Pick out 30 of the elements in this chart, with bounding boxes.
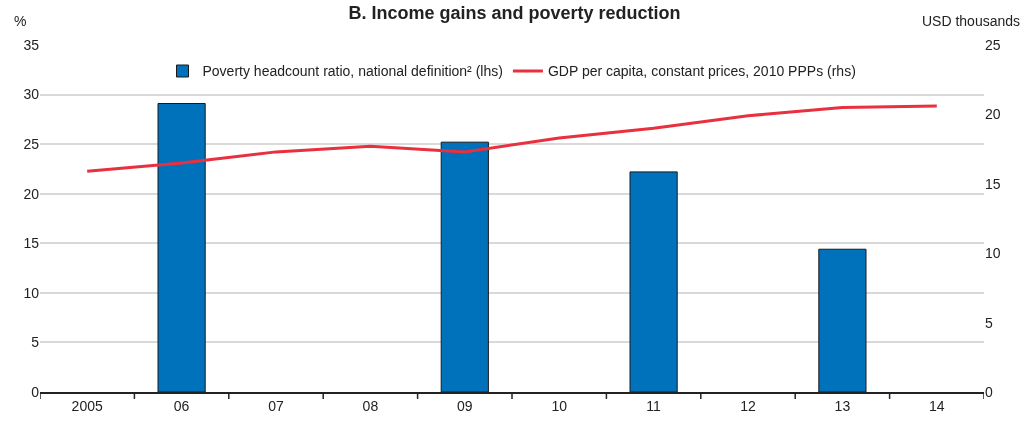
x-tick-label: 2005 <box>71 397 103 414</box>
y2-tick-label: 20 <box>985 106 1001 123</box>
y2-tick-label: 10 <box>985 245 1001 262</box>
x-tick-label: 06 <box>173 397 190 414</box>
y2-axis-title: USD thousands <box>922 13 1021 29</box>
y-tick-label: 30 <box>23 86 40 103</box>
line-series <box>85 104 939 173</box>
y-tick-label: 25 <box>23 136 40 153</box>
x-tick-label: 12 <box>740 397 756 414</box>
x-tick-label: 10 <box>551 397 568 414</box>
y-tick-label: 35 <box>23 36 40 53</box>
chart-title: B. Income gains and poverty reduction <box>348 2 681 23</box>
y2-tick-label: 5 <box>985 314 993 331</box>
y-tick-label: 15 <box>23 235 40 252</box>
y-tick-label: 5 <box>31 334 40 351</box>
x-tick-label: 11 <box>646 397 662 414</box>
legend-label: Poverty headcount ratio, national definition² (lhs) <box>202 63 503 80</box>
legend-label: GDP per capita, constant prices, 2010 PPPs (rhs) <box>547 63 856 80</box>
y2-tick-label: 25 <box>985 36 1001 53</box>
y2-tick-label: 15 <box>985 175 1001 192</box>
y-tick-label: 0 <box>31 383 40 400</box>
x-tick-label: 14 <box>929 397 945 414</box>
y2-tick-label: 0 <box>985 383 993 400</box>
x-tick-label: 08 <box>362 397 379 414</box>
x-tick-label: 09 <box>457 397 473 414</box>
y-tick-label: 10 <box>23 284 40 301</box>
x-tick-label: 13 <box>834 397 851 414</box>
y-tick-label: 20 <box>23 185 40 202</box>
y-axis-title: % <box>14 13 27 29</box>
x-tick-label: 07 <box>268 397 284 414</box>
